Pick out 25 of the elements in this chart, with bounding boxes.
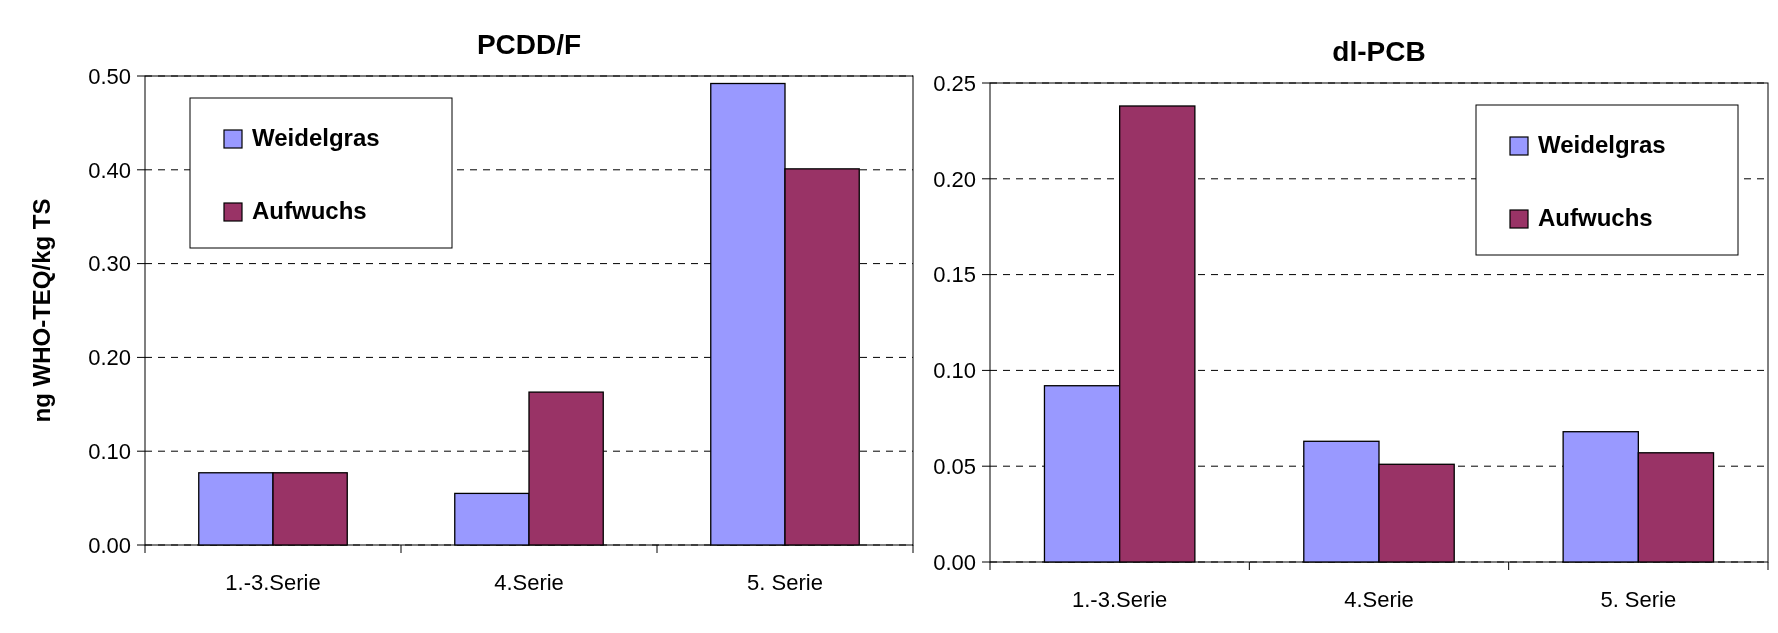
y-axis-title: ng WHO-TEQ/kg TS (28, 198, 55, 423)
y-tick-label: 0.10 (933, 358, 976, 384)
y-tick-label: 0.50 (88, 63, 131, 89)
y-tick-label: 0.10 (88, 438, 131, 464)
x-tick-label: 1.-3.Serie (1071, 587, 1168, 612)
chart-title: PCDD/F (476, 29, 582, 60)
chart-title: dl-PCB (1332, 36, 1426, 67)
y-tick-label: 0.20 (88, 345, 131, 371)
legend-label: Weidelgras (1538, 131, 1666, 158)
y-tick-label: 0.20 (933, 166, 976, 192)
y-tick-label: 0.15 (933, 262, 976, 288)
x-tick-label: 4.Serie (1344, 587, 1414, 612)
legend-label: Weidelgras (252, 124, 380, 151)
x-tick-label: 1.-3.Serie (225, 570, 321, 595)
legend-label: Aufwuchs (1538, 204, 1653, 231)
y-tick-label: 0.05 (933, 453, 976, 479)
y-tick-label: 0.00 (88, 532, 131, 558)
x-tick-label: 4.Serie (494, 570, 564, 595)
y-tick-label: 0.00 (933, 549, 976, 575)
legend-label: Aufwuchs (252, 197, 367, 224)
x-tick-label: 5. Serie (747, 570, 823, 595)
y-tick-label: 0.25 (933, 70, 976, 96)
y-tick-label: 0.30 (88, 251, 131, 277)
x-tick-label: 5. Serie (1600, 587, 1677, 612)
y-tick-label: 0.40 (88, 157, 131, 183)
